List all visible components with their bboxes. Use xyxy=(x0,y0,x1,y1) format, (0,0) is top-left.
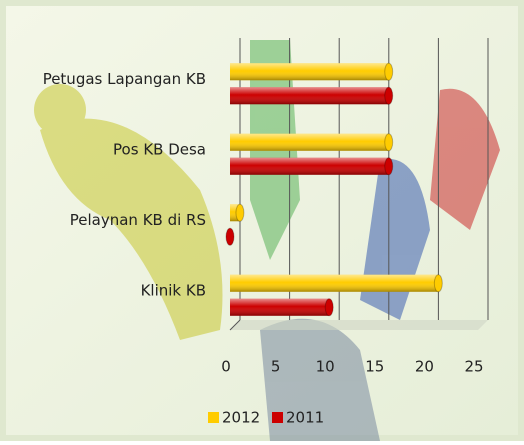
chart: 0 5 10 15 20 25 Petugas Lapangan KB Pos KB Desa… xyxy=(0,0,524,441)
bar xyxy=(230,275,442,292)
bar-cap xyxy=(385,87,393,104)
legend-swatch xyxy=(208,412,219,423)
floor xyxy=(230,320,488,330)
bar-cap xyxy=(226,228,234,245)
bar-cap xyxy=(325,299,333,316)
x-tick-label: 20 xyxy=(415,358,434,376)
bar-cap xyxy=(385,158,393,175)
bar-shade xyxy=(230,87,389,104)
bar-cap xyxy=(434,275,442,292)
bar-shade xyxy=(230,158,389,175)
bar-shade xyxy=(230,134,389,151)
bar xyxy=(230,134,393,151)
x-tick-label: 0 xyxy=(221,358,231,376)
x-tick-label: 10 xyxy=(316,358,335,376)
bar-cap xyxy=(385,134,393,151)
bar xyxy=(230,299,333,316)
bar xyxy=(230,87,393,104)
legend-swatch xyxy=(272,412,283,423)
bar-cap xyxy=(385,63,393,80)
bar-shade xyxy=(230,299,329,316)
x-tick-label: 25 xyxy=(464,358,483,376)
bar xyxy=(230,158,393,175)
bar xyxy=(226,228,234,245)
legend-label: 2012 xyxy=(222,409,260,427)
legend-label: 2011 xyxy=(286,409,324,427)
x-tick-label: 15 xyxy=(365,358,384,376)
bar-cap xyxy=(236,204,244,221)
y-tick-label: Pos KB Desa xyxy=(113,140,206,158)
y-tick-label: Klinik KB xyxy=(141,281,206,299)
bar-shade xyxy=(230,63,389,80)
bar xyxy=(230,204,244,221)
y-tick-label: Pelaynan KB di RS xyxy=(70,211,206,229)
bar xyxy=(230,63,393,80)
y-tick-label: Petugas Lapangan KB xyxy=(43,70,206,88)
bar-shade xyxy=(230,275,438,292)
x-tick-label: 5 xyxy=(271,358,281,376)
